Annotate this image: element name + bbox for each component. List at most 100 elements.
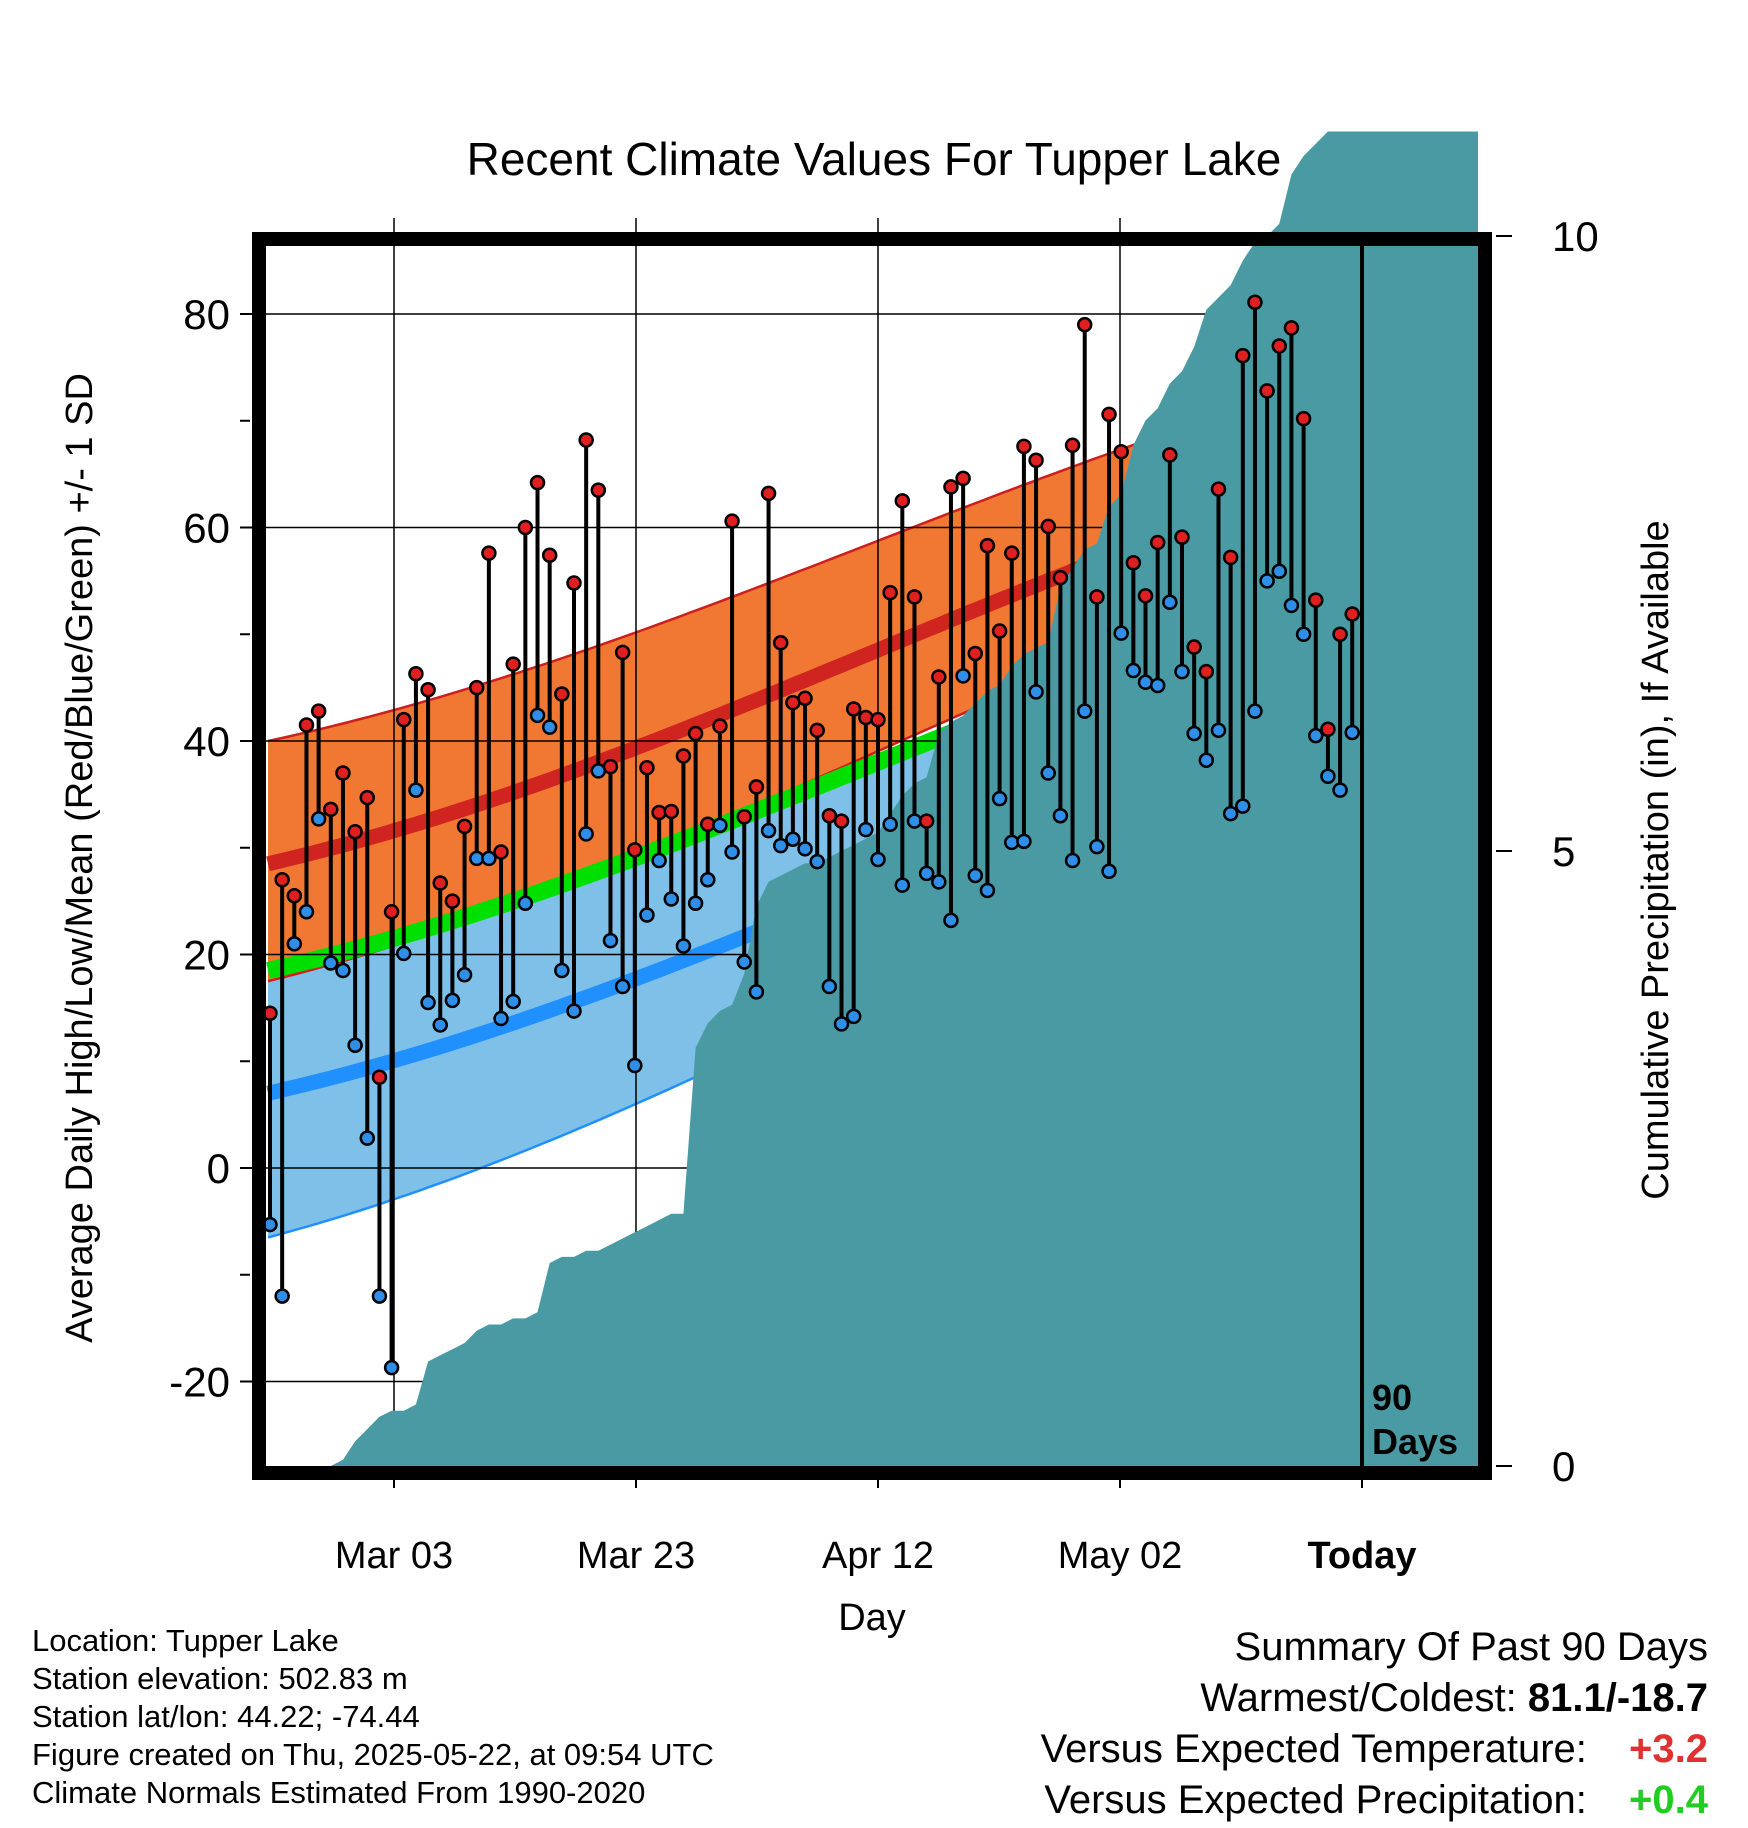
low-point [1174,663,1190,680]
high-point [1137,588,1154,604]
low-point [359,1130,376,1146]
low-point [1076,703,1093,719]
low-point [481,850,497,867]
low-point [651,852,667,869]
y-tick-label: 80 [183,291,230,338]
high-point [1089,589,1105,605]
temp-value: +3.2 [1629,1727,1708,1771]
low-point [943,912,959,929]
today-marker-label: Days [1372,1421,1458,1462]
low-point [298,904,315,920]
low-point [772,837,789,854]
low-point [1210,722,1227,739]
low-point [1186,725,1202,742]
y2-axis-label: Cumulative Precipitation (in), If Availa… [1635,520,1677,1199]
low-point [1064,852,1081,869]
high-point [809,722,825,739]
high-point [529,474,546,491]
low-point [1162,594,1178,610]
low-point [456,967,473,983]
low-point [1222,805,1239,822]
high-point [931,669,947,685]
low-point [663,891,680,907]
high-point [1308,592,1324,608]
low-point [347,1037,363,1053]
low-point [420,994,436,1011]
low-point [323,955,339,971]
extremes-label: Warmest/Coldest: [1200,1676,1517,1720]
high-point [590,482,607,498]
low-point [1052,807,1069,824]
precip-area [266,131,1478,1466]
low-point [505,993,521,1010]
high-point [663,803,680,820]
low-point [432,1017,448,1033]
low-point [286,936,303,952]
high-point [468,679,485,696]
high-point [979,537,996,554]
low-point [918,865,935,882]
low-point [639,907,655,923]
high-point [1101,406,1117,423]
low-point [1308,727,1324,744]
high-point [614,644,631,661]
high-point [347,823,363,840]
high-point [1210,481,1227,497]
low-point [700,872,716,888]
y2-tick-label: 10 [1552,213,1599,260]
low-point [724,844,740,860]
low-point [833,1016,850,1032]
high-point [833,813,850,829]
station-info: Location: Tupper Lake Station elevation:… [32,1622,714,1812]
low-point [1028,684,1044,700]
high-point [1113,443,1129,460]
x-axis-label: Day [838,1597,906,1639]
low-point [1198,752,1215,768]
y-tick-label: 0 [207,1145,230,1192]
low-point [493,1010,509,1027]
high-point [298,717,315,733]
low-point [383,1359,400,1376]
high-point [943,479,959,495]
low-point [1125,662,1142,679]
y-tick-label: 60 [183,505,230,552]
low-point [1040,765,1056,781]
low-point [1332,782,1348,798]
high-point [712,718,728,734]
low-point [991,790,1008,807]
high-point [1186,639,1202,655]
high-point [1235,347,1251,364]
low-point [687,895,704,912]
elevation-text: Station elevation: 502.83 m [32,1661,408,1696]
high-point [991,623,1008,639]
low-point [882,816,898,833]
high-point [1198,663,1215,680]
y-tick-label: 40 [183,718,230,765]
low-point [1149,677,1166,694]
high-point [566,575,582,591]
precip-label: Versus Expected Precipitation: [1044,1778,1587,1822]
high-point [323,801,339,818]
low-point [712,817,728,834]
low-point [517,895,534,912]
location-text: Location: Tupper Lake [32,1623,339,1658]
high-point [444,893,461,909]
high-point [1344,606,1360,622]
high-point [736,809,752,825]
high-point [1004,545,1020,561]
low-point [748,984,765,1000]
low-point [870,851,886,868]
low-point [1089,838,1105,855]
high-point [602,758,619,775]
high-point [1332,626,1348,642]
low-point [602,932,619,949]
high-point [383,904,400,920]
low-point [444,992,461,1009]
summary-precip: Versus Expected Precipitation: +0.4 [1041,1775,1708,1826]
high-point [1125,554,1142,571]
high-point [870,711,886,728]
y-tick-label: 20 [183,932,230,979]
high-point [1174,529,1190,545]
high-point [359,789,376,806]
